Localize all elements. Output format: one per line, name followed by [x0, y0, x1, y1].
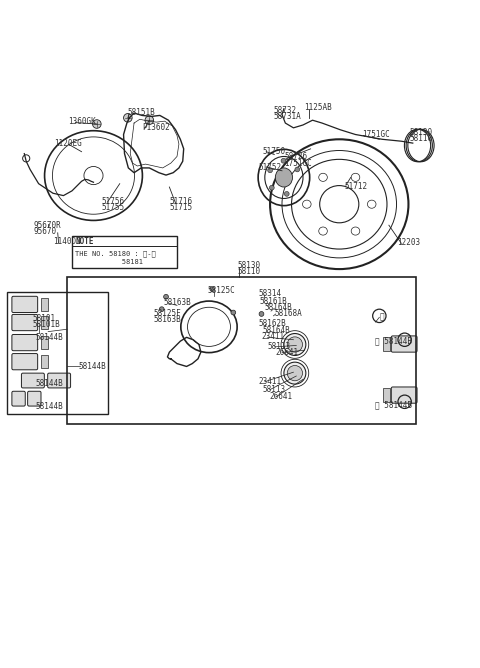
Text: 95670R: 95670R [34, 220, 61, 230]
Ellipse shape [269, 185, 274, 190]
Text: ② 58144B: ② 58144B [374, 336, 411, 345]
Ellipse shape [231, 310, 236, 315]
Text: 1120EG: 1120EG [54, 139, 82, 148]
FancyBboxPatch shape [12, 297, 37, 313]
Text: 58314: 58314 [258, 289, 281, 299]
Ellipse shape [123, 114, 132, 122]
Bar [7, 293, 108, 414]
Text: 58113: 58113 [263, 385, 286, 394]
Text: THE NO. 58180 : ①-②: THE NO. 58180 : ①-② [75, 250, 156, 257]
Text: 58151B: 58151B [128, 108, 156, 117]
Bar [40, 298, 48, 311]
Ellipse shape [268, 168, 273, 173]
Text: 58144B: 58144B [79, 362, 107, 371]
FancyBboxPatch shape [28, 391, 41, 406]
Bar [40, 355, 48, 368]
Text: 51750: 51750 [263, 147, 286, 156]
Text: 58144B: 58144B [36, 333, 63, 342]
Text: 58164B: 58164B [263, 326, 291, 335]
Text: 51712: 51712 [344, 182, 367, 190]
Text: ② 58144B: ② 58144B [374, 400, 411, 409]
Ellipse shape [259, 311, 264, 317]
Bar [40, 336, 48, 349]
Text: 26641: 26641 [276, 347, 299, 357]
Text: 58130: 58130 [237, 261, 260, 271]
Text: 58101B: 58101B [33, 321, 60, 329]
Text: 58113: 58113 [268, 342, 291, 351]
Bar [67, 277, 416, 424]
FancyBboxPatch shape [12, 391, 25, 406]
Ellipse shape [284, 192, 289, 196]
Text: 58130: 58130 [409, 128, 432, 137]
Text: 58731A: 58731A [274, 112, 301, 121]
Text: 1751GC: 1751GC [284, 159, 312, 168]
FancyBboxPatch shape [48, 373, 71, 388]
Text: 58125C: 58125C [207, 286, 235, 295]
Text: 58163B: 58163B [153, 315, 181, 324]
Text: 58726: 58726 [284, 152, 308, 162]
Text: NOTE: NOTE [76, 237, 95, 246]
Text: 1360GK: 1360GK [68, 117, 96, 126]
Text: 26641: 26641 [270, 393, 293, 401]
Bar [383, 337, 390, 351]
Text: 12203: 12203 [397, 238, 420, 247]
Text: 1140DJ: 1140DJ [53, 237, 81, 246]
Text: 58164B: 58164B [265, 303, 293, 312]
Text: 58162B: 58162B [258, 319, 286, 328]
Text: 51716: 51716 [169, 197, 192, 206]
Ellipse shape [159, 307, 164, 311]
FancyBboxPatch shape [391, 336, 417, 352]
Text: 58125F: 58125F [153, 309, 181, 317]
Ellipse shape [284, 362, 306, 384]
Text: 51752: 51752 [258, 164, 281, 172]
Ellipse shape [164, 295, 168, 299]
FancyBboxPatch shape [22, 373, 44, 388]
Text: 58110: 58110 [409, 134, 432, 143]
Text: 95670: 95670 [34, 227, 57, 236]
Ellipse shape [284, 333, 306, 355]
Text: 58110: 58110 [237, 267, 260, 277]
Ellipse shape [145, 116, 154, 124]
Ellipse shape [281, 158, 286, 163]
Ellipse shape [93, 120, 101, 128]
Ellipse shape [287, 337, 302, 352]
Text: 58101: 58101 [33, 314, 56, 323]
Text: 1751GC: 1751GC [362, 130, 389, 139]
Text: 58144B: 58144B [36, 402, 63, 411]
Text: 23411: 23411 [262, 333, 285, 341]
Bar [383, 388, 390, 401]
FancyBboxPatch shape [12, 335, 37, 351]
Text: 58181: 58181 [75, 259, 143, 265]
Text: ①: ① [379, 313, 384, 321]
Text: 51756: 51756 [102, 197, 125, 206]
FancyBboxPatch shape [12, 315, 37, 331]
FancyBboxPatch shape [12, 353, 37, 370]
Text: 51715: 51715 [169, 202, 192, 212]
Text: 58732: 58732 [274, 106, 297, 115]
Text: 58144B: 58144B [36, 379, 63, 387]
Bar [72, 236, 177, 268]
Text: P13602: P13602 [142, 124, 170, 132]
Text: 58168A: 58168A [275, 309, 302, 317]
Ellipse shape [287, 365, 302, 381]
Ellipse shape [295, 167, 300, 172]
Bar [40, 316, 48, 329]
Text: 23411: 23411 [258, 377, 281, 386]
Text: 1125AB: 1125AB [304, 103, 332, 112]
Ellipse shape [276, 168, 292, 187]
Text: 58161B: 58161B [259, 297, 287, 306]
Text: 58163B: 58163B [164, 298, 192, 307]
Text: 51755: 51755 [102, 202, 125, 212]
FancyBboxPatch shape [391, 387, 417, 403]
Ellipse shape [210, 287, 215, 291]
